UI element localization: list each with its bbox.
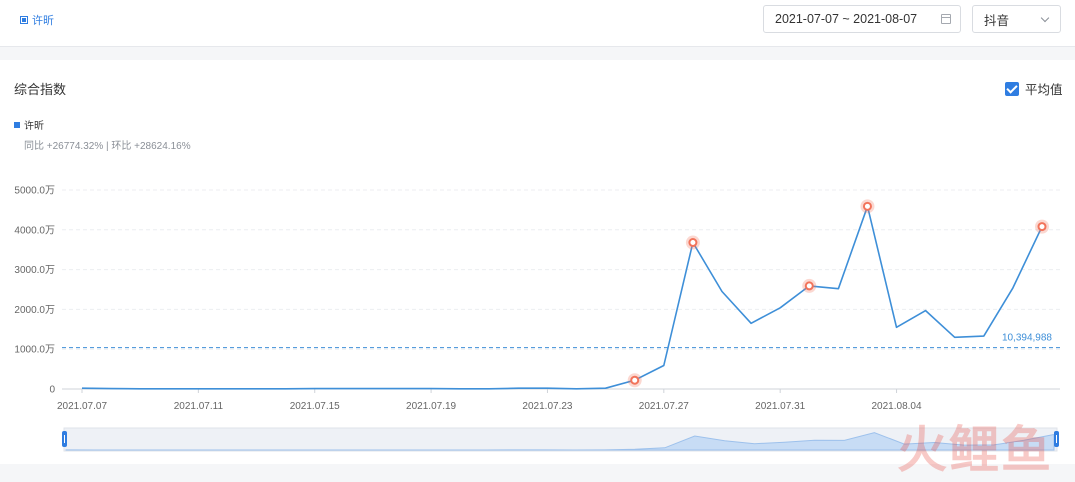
chart-grid	[62, 189, 1060, 350]
date-range-text: 2021-07-07 ~ 2021-08-07	[775, 12, 918, 26]
x-tick-label: 2021.07.23	[522, 401, 572, 412]
x-tick-label: 2021.07.11	[174, 401, 224, 412]
average-toggle-label: 平均值	[1025, 83, 1063, 97]
keyword-tag[interactable]: 许昕	[20, 12, 54, 28]
zoom-slider[interactable]	[62, 427, 1059, 452]
average-toggle[interactable]: 平均值	[1005, 79, 1063, 98]
slider-handle-right[interactable]	[1054, 431, 1059, 447]
peak-marker[interactable]	[862, 201, 872, 211]
y-tick-label: 5000.0万	[14, 186, 55, 197]
keyword-tag-label: 许昕	[32, 15, 54, 27]
y-tick-label: 1000.0万	[14, 345, 55, 356]
peak-marker[interactable]	[630, 375, 640, 385]
chart-legend[interactable]: 许昕	[14, 117, 44, 132]
y-tick-label: 2000.0万	[14, 305, 55, 316]
x-tick-label: 2021.07.31	[755, 401, 805, 412]
x-tick-label: 2021.07.19	[406, 401, 456, 412]
card-title: 综合指数	[14, 82, 67, 97]
slider-preview-area	[65, 432, 1055, 451]
y-tick-label: 0	[49, 385, 55, 396]
tag-square-icon	[20, 16, 28, 24]
x-tick-label: 2021.07.15	[290, 401, 340, 412]
average-line-label: 10,394,988	[1002, 333, 1052, 344]
series-markers	[627, 199, 1049, 388]
compare-text: 同比 +26774.32% | 环比 +28624.16%	[24, 141, 191, 152]
y-tick-label: 3000.0万	[14, 265, 55, 276]
y-tick-label: 4000.0万	[14, 225, 55, 236]
x-tick-label: 2021.07.27	[639, 401, 689, 412]
y-axis-ticks: 0 1000.0万 2000.0万 3000.0万 4000.0万 5000.0万	[14, 186, 55, 396]
x-axis-ticks: 2021.07.07 2021.07.11 2021.07.15 2021.07.19…	[57, 389, 922, 412]
calendar-icon	[941, 14, 951, 24]
line-chart: 0 1000.0万 2000.0万 3000.0万 4000.0万 5000.0万 202…	[14, 186, 1060, 452]
index-card: 综合指数 平均值 许昕 同比 +26774.32% | 环比 +28624.16…	[0, 60, 1075, 464]
legend-label: 许昕	[24, 121, 44, 132]
top-bar: 许昕 2021-07-07 ~ 2021-08-07 抖音	[0, 0, 1075, 47]
date-range-picker[interactable]: 2021-07-07 ~ 2021-08-07	[763, 5, 961, 33]
peak-marker[interactable]	[1037, 222, 1047, 232]
peak-marker[interactable]	[688, 238, 698, 248]
slider-handle-left[interactable]	[62, 431, 67, 447]
series-line	[81, 205, 1043, 390]
peak-marker[interactable]	[804, 281, 814, 291]
platform-select[interactable]: 抖音	[972, 5, 1061, 33]
platform-select-value: 抖音	[984, 13, 1010, 28]
legend-swatch	[14, 121, 20, 128]
x-tick-label: 2021.07.07	[57, 401, 107, 412]
x-tick-label: 2021.08.04	[872, 401, 922, 412]
average-checkbox[interactable]	[1005, 81, 1019, 96]
